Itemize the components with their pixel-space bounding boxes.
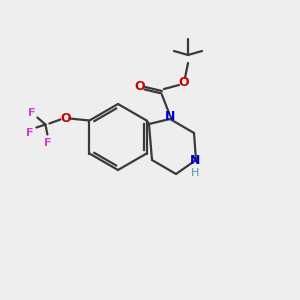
Text: O: O	[60, 112, 71, 125]
Text: H: H	[191, 168, 199, 178]
Text: N: N	[165, 110, 175, 122]
Text: F: F	[44, 137, 51, 148]
Text: N: N	[190, 154, 200, 167]
Text: O: O	[179, 76, 189, 89]
Text: F: F	[28, 107, 35, 118]
Text: F: F	[26, 128, 33, 137]
Text: O: O	[135, 80, 145, 92]
